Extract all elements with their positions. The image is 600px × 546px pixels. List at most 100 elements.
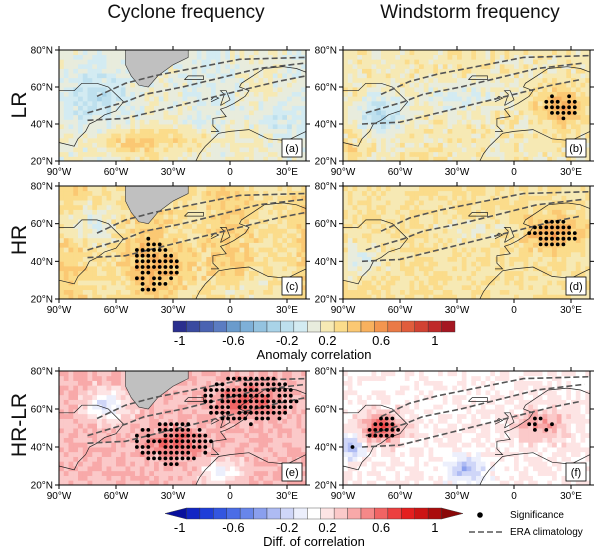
heatmap-cell — [542, 54, 548, 60]
heatmap-cell — [414, 294, 420, 300]
heatmap-cell — [78, 200, 84, 206]
heatmap-cell — [347, 228, 353, 234]
heatmap-cell — [523, 63, 529, 69]
heatmap-cell — [556, 128, 562, 134]
heatmap-cell — [471, 110, 477, 116]
heatmap-cell — [59, 284, 65, 291]
x-tick-label: 0 — [227, 305, 233, 316]
heatmap-cell — [78, 186, 84, 192]
heatmap-cell — [376, 186, 382, 192]
heatmap-cell — [244, 186, 250, 192]
heatmap-cell — [423, 147, 429, 153]
heatmap-cell — [400, 275, 406, 281]
heatmap-cell — [144, 223, 150, 229]
heatmap-cell — [125, 119, 131, 125]
heatmap-cell — [552, 114, 558, 120]
heatmap-cell — [244, 133, 250, 139]
heatmap-cell — [533, 119, 539, 125]
heatmap-cell — [400, 124, 406, 130]
heatmap-cell — [566, 82, 572, 88]
heatmap-cell — [542, 73, 548, 79]
heatmap-cell — [234, 119, 240, 125]
heatmap-cell — [419, 233, 425, 239]
heatmap-cell — [343, 96, 349, 102]
heatmap-cell — [68, 247, 74, 253]
heatmap-cell — [120, 151, 126, 157]
heatmap-cell — [101, 294, 107, 300]
map-frame — [58, 185, 307, 300]
heatmap-cell — [87, 284, 93, 291]
heatmap-cell — [442, 237, 448, 243]
heatmap-cell — [63, 73, 69, 79]
heatmap-cell — [244, 209, 250, 215]
heatmap-cell — [230, 251, 236, 258]
heatmap-cell — [447, 82, 453, 88]
heatmap-cell — [92, 256, 98, 262]
heatmap-cell — [87, 119, 93, 125]
heatmap-cell — [343, 105, 349, 111]
heatmap-cell — [509, 195, 515, 201]
heatmap-cell — [125, 247, 131, 253]
heatmap-cell — [272, 186, 278, 192]
heatmap-cell — [471, 280, 477, 286]
heatmap-cell — [580, 82, 586, 88]
heatmap-cell — [263, 270, 269, 276]
heatmap-cell — [533, 280, 539, 286]
heatmap-cell — [258, 73, 264, 79]
heatmap-cell — [125, 82, 131, 88]
heatmap-cell — [404, 204, 410, 210]
heatmap-cell — [347, 233, 353, 239]
heatmap-cell — [277, 142, 283, 148]
heatmap-cell — [428, 237, 434, 243]
heatmap-cell — [438, 209, 444, 215]
heatmap-cell — [471, 59, 477, 65]
heatmap-cell — [528, 256, 534, 262]
heatmap-cell — [73, 156, 79, 162]
heatmap-cell — [130, 119, 136, 125]
heatmap-cell — [556, 91, 562, 97]
heatmap-cell — [73, 68, 79, 74]
heatmap-cell — [485, 151, 491, 157]
heatmap-cell — [272, 73, 278, 79]
heatmap-cell — [272, 59, 278, 65]
heatmap-cell — [230, 219, 236, 225]
heatmap-cell — [173, 133, 179, 139]
heatmap-cell — [78, 280, 84, 286]
heatmap-cell — [381, 186, 387, 192]
heatmap-cell — [187, 186, 193, 192]
heatmap-cell — [220, 151, 226, 157]
heatmap-cell — [139, 105, 145, 111]
heatmap-cell — [533, 87, 539, 93]
heatmap-cell — [230, 204, 236, 210]
heatmap-cell — [504, 289, 510, 295]
heatmap-cell — [177, 59, 183, 65]
heatmap-cell — [490, 156, 496, 162]
heatmap-cell — [509, 50, 515, 56]
heatmap-cell — [371, 147, 377, 153]
heatmap-cell — [230, 147, 236, 153]
heatmap-cell — [63, 200, 69, 206]
heatmap-cell — [414, 96, 420, 102]
heatmap-cell — [509, 190, 515, 196]
heatmap-cell — [92, 219, 98, 225]
heatmap-cell — [73, 275, 79, 281]
heatmap-cell — [480, 256, 486, 262]
heatmap-cell — [390, 63, 396, 69]
heatmap-cell — [409, 105, 415, 111]
heatmap-cell — [296, 204, 302, 210]
heatmap-cell — [63, 275, 69, 281]
heatmap-cell — [343, 251, 349, 258]
heatmap-cell — [201, 289, 207, 295]
heatmap-cell — [249, 233, 255, 239]
heatmap-cell — [168, 137, 174, 143]
heatmap-cell — [59, 261, 65, 267]
heatmap-cell — [523, 228, 529, 234]
heatmap-cell — [495, 219, 501, 225]
heatmap-cell — [263, 142, 269, 148]
heatmap-cell — [447, 270, 453, 276]
heatmap-cell — [277, 156, 283, 162]
significance-dot — [174, 270, 179, 275]
x-tick-label: 30°W — [161, 167, 186, 178]
heatmap-cell — [182, 77, 188, 83]
heatmap-cell — [480, 59, 486, 65]
